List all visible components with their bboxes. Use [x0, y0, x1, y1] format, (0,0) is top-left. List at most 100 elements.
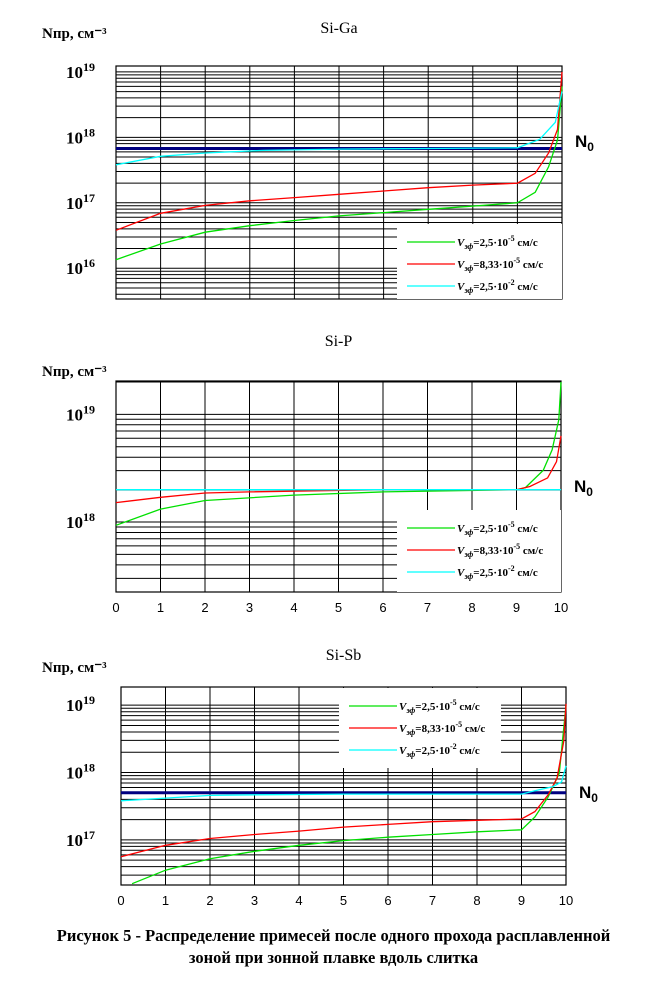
- x-tick-label: 6: [384, 893, 391, 908]
- x-tick-label: 5: [335, 600, 342, 615]
- x-tick-label: 4: [295, 893, 302, 908]
- n0-label: N0: [579, 783, 598, 805]
- y-tick-base: 10: [66, 513, 83, 532]
- legend-label: Vэф=2,5·10-2 см/с: [457, 278, 538, 295]
- legend-sub: эф: [463, 286, 473, 295]
- y-tick-exponent: 17: [83, 191, 95, 205]
- y-tick-base: 10: [66, 764, 83, 783]
- caption-line-2: зоной при зонной плавке вдоль слитка: [188, 948, 479, 967]
- y-tick-exponent: 19: [83, 60, 95, 74]
- series-line-red: [115, 71, 563, 231]
- y-tick-exponent: 16: [83, 256, 95, 270]
- legend-unit: см/с: [520, 259, 543, 271]
- plot-frame: [120, 686, 567, 886]
- legend-unit: см/с: [515, 281, 538, 293]
- legend-text: =8,33·10: [415, 723, 456, 735]
- n0-label-sub: 0: [587, 140, 594, 154]
- legend-text: =2,5·10: [473, 567, 508, 579]
- n0-label: N0: [575, 132, 594, 154]
- y-tick-label: 1017: [66, 191, 95, 213]
- y-tick-label: 1018: [66, 510, 95, 532]
- legend-sub: эф: [463, 528, 473, 537]
- legend-unit: см/с: [515, 567, 538, 579]
- legend-v: V: [399, 745, 408, 757]
- legend-unit: см/с: [520, 545, 543, 557]
- y-tick-base: 10: [66, 831, 83, 850]
- x-tick-label: 0: [117, 893, 124, 908]
- legend-unit: см/с: [457, 745, 480, 757]
- x-tick-label: 9: [518, 893, 525, 908]
- series-line-cyan: [115, 91, 563, 166]
- legend-sub: эф: [463, 242, 473, 251]
- legend-exp: -5: [508, 234, 515, 243]
- y-axis-label: Nпр, см⁻³: [42, 26, 107, 42]
- y-tick-base: 10: [66, 696, 83, 715]
- y-tick-exponent: 19: [83, 693, 95, 707]
- legend-v: V: [457, 259, 466, 271]
- legend-text: =2,5·10: [473, 523, 508, 535]
- x-tick-label: 1: [157, 600, 164, 615]
- legend-exp: -5: [508, 520, 515, 529]
- y-tick-label: 1019: [66, 402, 95, 424]
- y-tick-exponent: 18: [83, 510, 95, 524]
- y-tick-base: 10: [66, 194, 83, 213]
- y-tick-exponent: 18: [83, 125, 95, 139]
- x-tick-label: 8: [473, 893, 480, 908]
- legend-v: V: [399, 723, 408, 735]
- legend-label: Vэф=2,5·10-5 см/с: [399, 698, 480, 715]
- chart-title: Si-Sb: [326, 647, 362, 664]
- x-tick-label: 3: [246, 600, 253, 615]
- y-axis-label: Nпр, см⁻³: [42, 364, 107, 380]
- legend-sub: эф: [463, 572, 473, 581]
- legend-exp: -2: [450, 742, 457, 751]
- legend-label: Vэф=8,33·10-5 см/с: [399, 720, 485, 737]
- n0-label-base: N: [575, 132, 587, 151]
- legend-text: =2,5·10: [415, 745, 450, 757]
- legend-box: [397, 510, 561, 592]
- y-tick-label: 1017: [66, 828, 95, 850]
- legend-sub: эф: [405, 706, 415, 715]
- legend-label: Vэф=8,33·10-5 см/с: [457, 256, 543, 273]
- legend-sub: эф: [463, 264, 473, 273]
- legend-label: Vэф=2,5·10-2 см/с: [399, 742, 480, 759]
- series-line-cyan: [120, 765, 567, 802]
- legend-text: =2,5·10: [415, 701, 450, 713]
- legend-v: V: [457, 545, 466, 557]
- legend-label: Vэф=2,5·10-5 см/с: [457, 234, 538, 251]
- series-line-red: [120, 703, 567, 858]
- y-tick-label: 1019: [66, 60, 95, 82]
- caption-line-1: Рисунок 5 - Распределение примесей после…: [56, 926, 611, 945]
- legend-v: V: [457, 237, 466, 249]
- y-tick-label: 1016: [66, 256, 95, 278]
- y-tick-base: 10: [66, 405, 83, 424]
- legend-unit: см/с: [462, 723, 485, 735]
- chart-title: Si-P: [325, 333, 353, 350]
- x-tick-label: 4: [290, 600, 297, 615]
- legend-text: =8,33·10: [473, 545, 514, 557]
- y-tick-base: 10: [66, 259, 83, 278]
- x-tick-label: 10: [559, 893, 573, 908]
- legend-v: V: [457, 567, 466, 579]
- legend-unit: см/с: [515, 523, 538, 535]
- y-tick-exponent: 19: [83, 402, 95, 416]
- x-tick-label: 7: [424, 600, 431, 615]
- legend-v: V: [399, 701, 408, 713]
- n0-label-base: N: [579, 783, 591, 802]
- n0-label-sub: 0: [591, 791, 598, 805]
- x-tick-label: 9: [513, 600, 520, 615]
- figure-caption: Рисунок 5 - Распределение примесей после…: [0, 925, 667, 969]
- x-tick-label: 3: [251, 893, 258, 908]
- x-tick-label: 5: [340, 893, 347, 908]
- x-tick-label: 2: [201, 600, 208, 615]
- y-tick-label: 1018: [66, 761, 95, 783]
- legend-sub: эф: [405, 728, 415, 737]
- y-tick-label: 1019: [66, 693, 95, 715]
- series-line-green: [131, 705, 567, 885]
- legend-text: =2,5·10: [473, 281, 508, 293]
- n0-label-base: N: [574, 477, 586, 496]
- legend-text: =2,5·10: [473, 237, 508, 249]
- legend-label: Vэф=2,5·10-2 см/с: [457, 564, 538, 581]
